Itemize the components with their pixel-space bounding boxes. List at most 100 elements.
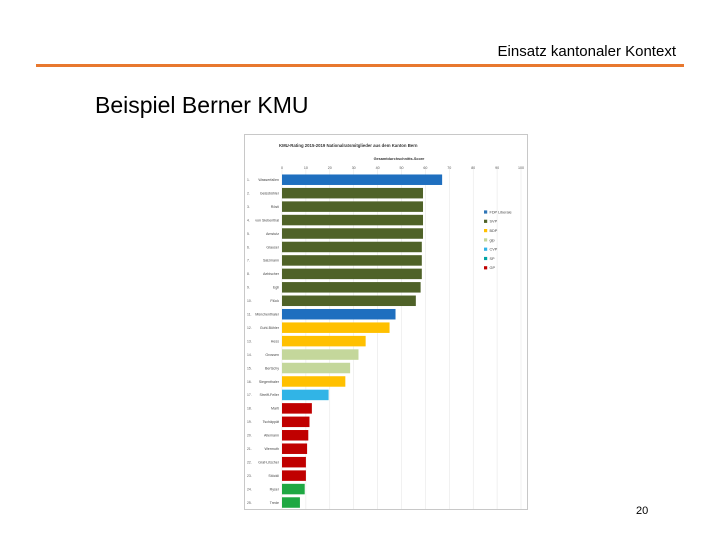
- header-divider: [36, 64, 684, 67]
- legend-label: SP: [490, 257, 496, 261]
- rank-label: 14.: [247, 353, 252, 357]
- rank-label: 13.: [247, 339, 252, 343]
- category-label: Salzmann: [263, 259, 279, 263]
- bar: [282, 483, 305, 495]
- category-label: Hess: [271, 339, 279, 343]
- rank-label: 17.: [247, 393, 252, 397]
- category-label: Egli: [273, 286, 279, 290]
- bar: [282, 456, 306, 468]
- rank-label: 9.: [247, 286, 250, 290]
- bar-chart: KMU-Rating 2015-2019 Nationalratsmitglie…: [247, 143, 524, 510]
- bar: [282, 214, 424, 226]
- chart-x-ticks: 0 10 20 30 40 50 60 70 80 90 100: [281, 166, 524, 170]
- category-label: Ryser: [270, 487, 280, 491]
- rank-label: 15.: [247, 366, 252, 370]
- bar: [282, 376, 346, 387]
- rank-label: 22.: [247, 460, 252, 464]
- chart-title: KMU-Rating 2015-2019 Nationalratsmitglie…: [279, 143, 418, 148]
- bar: [282, 282, 421, 293]
- bar: [282, 362, 351, 374]
- category-label: Wermuth: [264, 447, 279, 451]
- bar: [282, 389, 329, 401]
- category-label: von Siebenthal: [255, 218, 279, 222]
- rank-label: 6.: [247, 245, 250, 249]
- category-label: Aebischer: [263, 272, 280, 276]
- rank-label: 3.: [247, 205, 250, 209]
- rank-label: 18.: [247, 407, 252, 411]
- chart-frame: KMU-Rating 2015-2019 Nationalratsmitglie…: [244, 134, 528, 510]
- category-label: Rösti: [271, 205, 279, 209]
- x-tick-label: 60: [423, 166, 427, 170]
- bar: [282, 268, 422, 280]
- rank-label: 5.: [247, 232, 250, 236]
- category-label: Geissbühler: [260, 191, 280, 195]
- x-tick-label: 10: [304, 166, 308, 170]
- rank-label: 4.: [247, 218, 250, 222]
- legend-swatch: [484, 229, 488, 233]
- category-label: Marti: [271, 407, 279, 411]
- bar: [282, 349, 359, 360]
- category-label: Tschäppät: [263, 420, 279, 424]
- bar: [282, 430, 309, 441]
- legend-swatch: [484, 219, 488, 223]
- chart-x-axis-label: Gesamtdurchschnitts-Score: [374, 157, 425, 161]
- bar: [282, 228, 424, 239]
- x-tick-label: 30: [352, 166, 356, 170]
- rank-label: 19.: [247, 420, 252, 424]
- category-label: Streiff-Feller: [259, 393, 279, 397]
- category-label: Flück: [270, 299, 279, 303]
- rank-label: 11.: [247, 313, 252, 317]
- category-label: Stöckli: [268, 474, 279, 478]
- rank-label: 20.: [247, 434, 252, 438]
- x-tick-label: 70: [447, 166, 451, 170]
- category-label: Amstutz: [266, 232, 279, 236]
- rank-label: 21.: [247, 447, 252, 451]
- rank-label: 1.: [247, 178, 250, 182]
- bar: [282, 470, 306, 481]
- legend-label: CVP: [490, 248, 498, 252]
- legend-swatch: [484, 247, 488, 251]
- rank-label: 16.: [247, 380, 252, 384]
- category-label: Guhl-Bühler: [260, 326, 280, 330]
- category-label: Graf-Litscher: [258, 460, 280, 464]
- x-tick-label: 80: [471, 166, 475, 170]
- category-label: Grossen: [265, 353, 279, 357]
- rank-label: 24.: [247, 487, 252, 491]
- bar: [282, 497, 300, 508]
- category-label: Münchenthaler: [255, 313, 280, 317]
- rank-label: 12.: [247, 326, 252, 330]
- bar: [282, 308, 396, 320]
- header-title: Einsatz kantonaler Kontext: [497, 43, 676, 60]
- page-number: 20: [636, 505, 649, 517]
- chart-grid: [281, 169, 522, 510]
- rank-label: 7.: [247, 259, 250, 263]
- bar: [282, 335, 366, 347]
- x-tick-label: 90: [495, 166, 499, 170]
- category-label: Trede: [270, 501, 279, 505]
- rank-label: 8.: [247, 272, 250, 276]
- category-label: Siegenthaler: [259, 380, 280, 384]
- legend-label: FDP Liberale: [490, 210, 512, 214]
- bar: [282, 241, 422, 253]
- bar: [282, 443, 308, 454]
- rank-label: 23.: [247, 474, 252, 478]
- chart-legend: FDP Liberale SVP BDP glp CVP SP GP: [484, 210, 512, 270]
- x-tick-label: 100: [518, 166, 524, 170]
- legend-label: glp: [490, 238, 495, 242]
- legend-label: GP: [490, 266, 496, 270]
- bar: [282, 255, 422, 266]
- bar: [282, 174, 443, 185]
- x-tick-label: 0: [281, 166, 283, 170]
- chart-category-labels: 1. Wasserfallen 2. Geissbühler 3. Rösti 4. von …: [247, 178, 280, 505]
- category-label: Bertschy: [265, 366, 279, 370]
- bar: [282, 416, 310, 428]
- x-tick-label: 40: [376, 166, 380, 170]
- category-label: Glauser: [266, 245, 279, 249]
- slide-title: Beispiel Berner KMU: [95, 92, 309, 118]
- rank-label: 25.: [247, 501, 252, 505]
- legend-swatch: [484, 238, 488, 242]
- bar: [282, 295, 416, 307]
- category-label: Allemann: [264, 434, 279, 438]
- bar: [282, 201, 424, 212]
- bar: [282, 322, 390, 333]
